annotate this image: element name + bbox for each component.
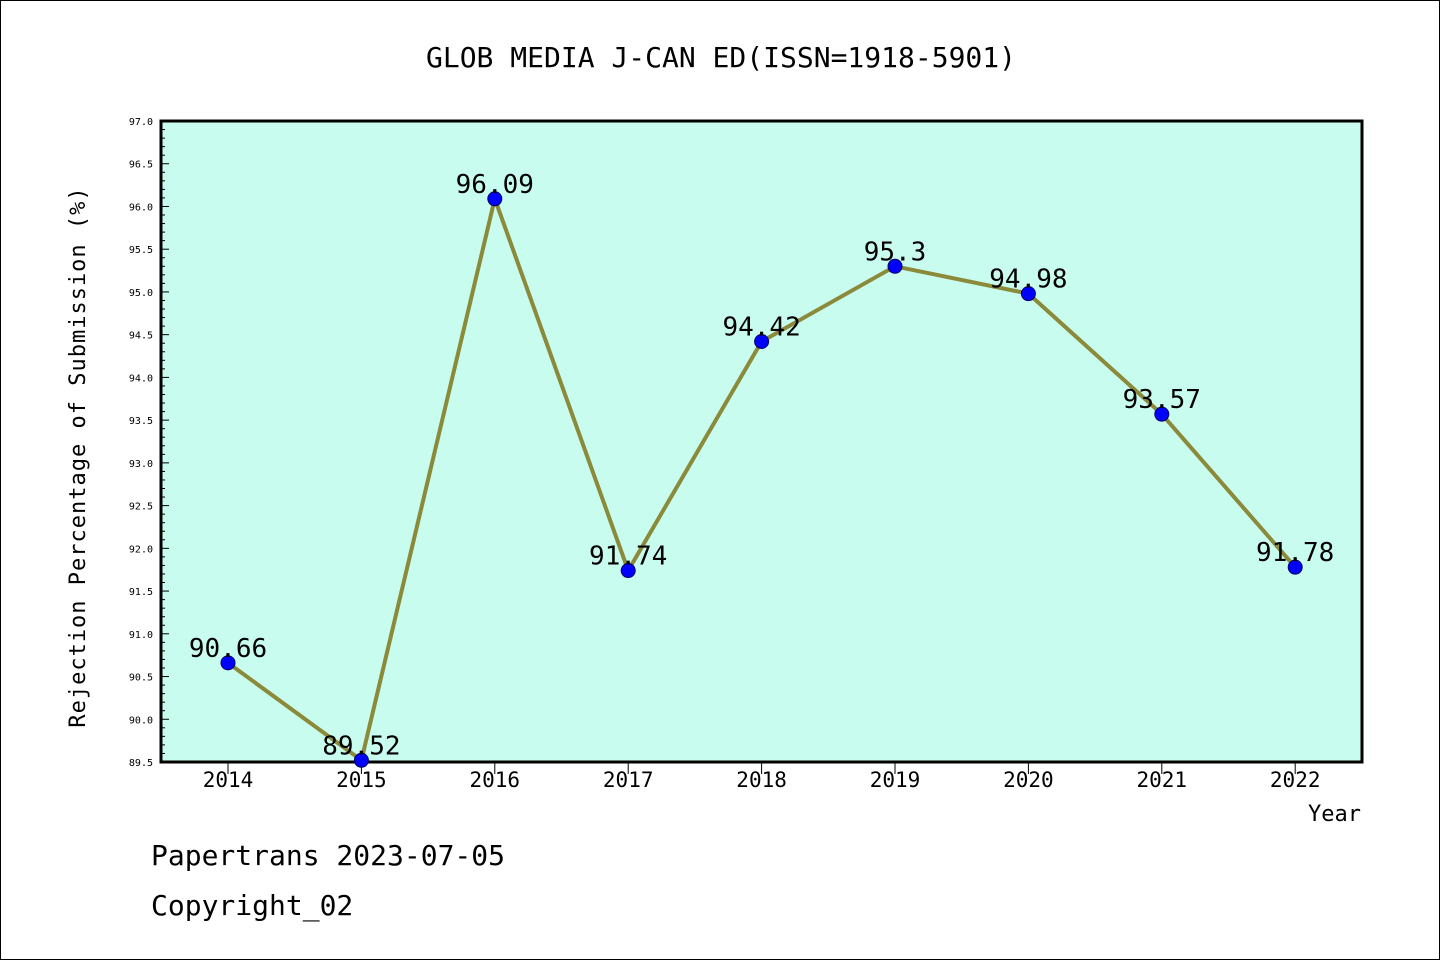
y-tick-label: 93.0 [129,459,153,470]
footer-copyright-line: Copyright_02 [151,889,353,923]
y-tick-label: 94.5 [129,331,153,342]
x-tick-label: 2018 [736,768,787,792]
data-point [487,191,503,207]
y-tick-label: 95.5 [129,245,153,256]
data-label: 93.57 [1123,385,1201,415]
data-point [620,563,636,579]
data-point [220,655,236,671]
y-axis-label: Rejection Percentage of Submission (%) [66,186,91,727]
data-label: 89.52 [322,731,400,761]
y-tick-label: 93.5 [129,416,153,427]
x-tick-label: 2022 [1270,768,1321,792]
data-labels: 90.66 89.52 96.09 91.74 94.42 95.3 94.98 93.57 9… [189,170,1334,762]
y-tick-label: 92.5 [129,502,153,513]
y-tick-label: 97.0 [129,117,153,128]
y-tick-label: 90.0 [129,715,153,726]
x-tick-label: 2020 [1003,768,1054,792]
chart-title: GLOB MEDIA J-CAN ED(ISSN=1918-5901) [426,41,1016,74]
y-tick-label: 89.5 [129,758,153,769]
data-label: 95.3 [864,237,927,267]
footer-date-line: Papertrans 2023-07-05 [151,839,505,872]
x-axis-label: Year [1308,802,1361,827]
data-point [754,334,770,350]
x-tick-label: 2019 [870,768,921,792]
data-label: 90.66 [189,634,267,664]
data-point [353,752,369,768]
y-tick-label: 96.0 [129,202,153,213]
data-label: 96.09 [456,170,534,200]
y-tick-label: 94.0 [129,373,153,384]
y-tick-label: 90.5 [129,673,153,684]
x-tick-label: 2015 [336,768,387,792]
y-tick-label: 91.0 [129,630,153,641]
data-point [887,258,903,274]
plot-area [159,119,1364,764]
data-label: 94.98 [989,265,1067,295]
x-tick-label: 2014 [203,768,254,792]
data-label: 94.42 [722,313,800,343]
data-label: 91.74 [589,542,667,572]
x-tick-label: 2017 [603,768,654,792]
data-label: 91.78 [1256,538,1334,568]
x-axis-ticks: 2014 2015 2016 2017 2018 2019 2020 2021 2022 [203,762,1321,792]
x-tick-label: 2016 [470,768,521,792]
data-point [1287,559,1303,575]
data-point [1154,406,1170,422]
data-point [1020,286,1036,302]
y-tick-label: 92.0 [129,544,153,555]
data-markers [220,191,1303,768]
y-tick-label: 96.5 [129,160,153,171]
y-tick-label: 91.5 [129,587,153,598]
y-tick-label: 95.0 [129,288,153,299]
x-tick-label: 2021 [1137,768,1188,792]
y-axis-ticks: 89.5 90.0 90.5 91.0 91.5 92.0 92.5 93.0 93.5 94.0… [129,117,169,769]
